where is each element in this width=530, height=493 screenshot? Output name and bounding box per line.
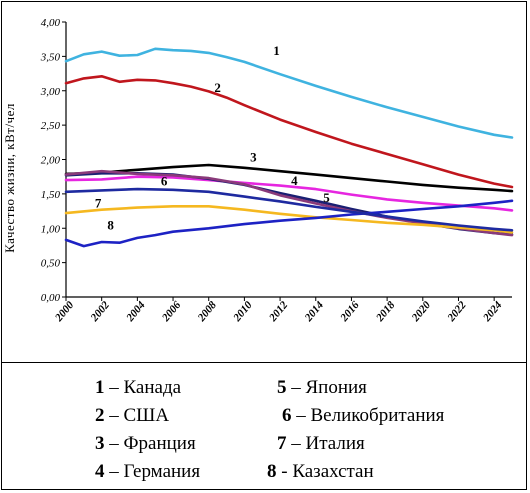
x-tick-label: 2006	[159, 299, 183, 325]
series-label-6: 6	[161, 174, 168, 189]
y-tick-label: 1,50	[41, 189, 61, 201]
y-tick-label: 0,50	[41, 258, 61, 270]
x-tick-label: 2024	[480, 299, 504, 325]
line-chart: 0,000,501,001,502,002,503,003,504,002000…	[2, 17, 514, 325]
y-tick-label: 2,50	[41, 120, 61, 132]
x-tick-label: 2002	[88, 299, 112, 325]
legend-item-6: 6 – Великобритания	[282, 405, 445, 426]
series-label-5: 5	[323, 190, 330, 205]
y-tick-label: 0,00	[41, 292, 61, 304]
series-line-4	[64, 175, 514, 212]
legend-item-8: 8 - Казахстан	[267, 461, 374, 482]
y-tick-label: 3,00	[40, 86, 61, 98]
legend: 1 – Канада 2 – США 3 – Франция 4 – Герма…	[1, 362, 527, 490]
y-tick-label: 3,50	[40, 51, 61, 63]
x-tick-label: 2014	[302, 299, 326, 325]
x-tick-label: 2022	[445, 299, 469, 325]
x-tick-label: 2020	[409, 299, 433, 325]
x-tick-label: 2004	[124, 299, 148, 325]
series-label-7: 7	[95, 196, 102, 211]
series-line-extra-8	[64, 187, 514, 232]
series-label-2: 2	[214, 80, 221, 95]
x-tick-label: 2012	[266, 299, 290, 325]
x-tick-label: 2018	[373, 299, 397, 325]
x-tick-label: 2010	[231, 299, 255, 325]
chart-series	[64, 47, 514, 248]
y-tick-label: 2,00	[41, 155, 61, 167]
series-line-2	[64, 75, 514, 189]
y-tick-label: 4,00	[41, 17, 61, 29]
legend-item-4: 4 – Германия	[95, 461, 201, 482]
series-line-3	[64, 163, 514, 193]
series-label-4: 4	[291, 173, 298, 188]
series-line-8	[64, 199, 514, 248]
legend-item-7: 7 – Италия	[277, 433, 365, 454]
series-label-8: 8	[107, 218, 114, 233]
series-line-7	[64, 205, 514, 234]
x-tick-label: 2008	[195, 299, 219, 325]
series-label-1: 1	[273, 43, 280, 58]
series-label-3: 3	[250, 150, 257, 165]
series-line-1	[64, 47, 514, 139]
legend-item-2: 2 – США	[95, 405, 170, 426]
legend-item-5: 5 – Япония	[277, 377, 367, 398]
legend-item-3: 3 – Франция	[95, 433, 196, 454]
x-tick-label: 2016	[338, 299, 362, 325]
series-number-labels: 1 2 3 4 5 6 78	[95, 43, 330, 233]
legend-item-1: 1 – Канада	[95, 377, 182, 398]
y-axis-label: Качество жизни, кВт/чел	[2, 103, 17, 253]
y-tick-label: 1,00	[41, 223, 61, 235]
